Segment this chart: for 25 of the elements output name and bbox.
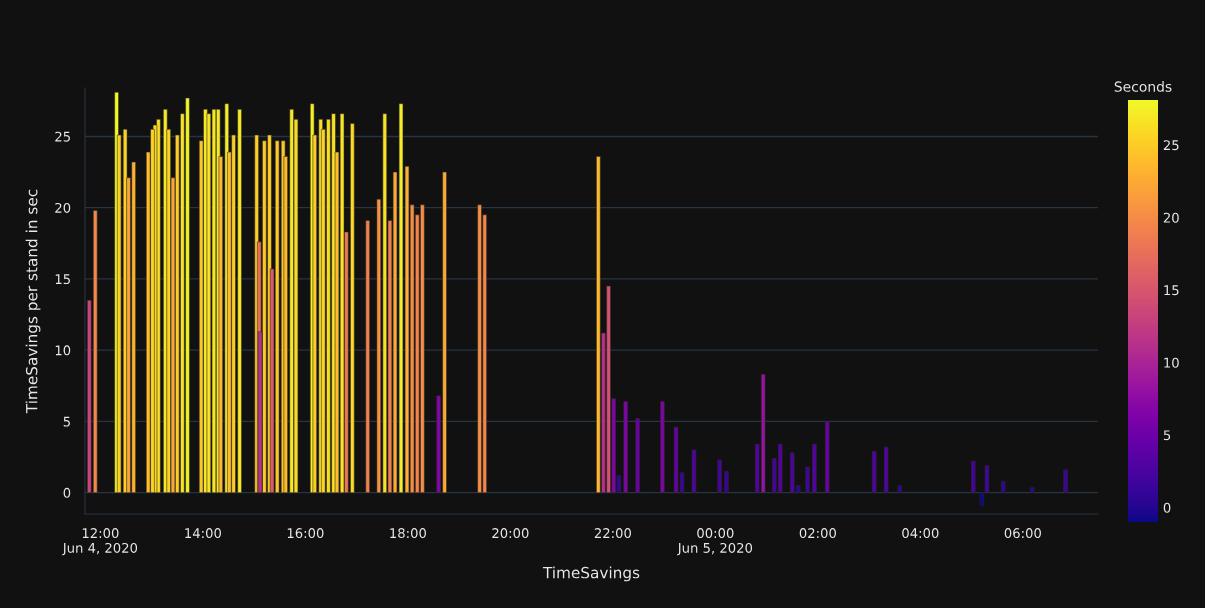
x-axis-title: TimeSavings <box>542 566 640 582</box>
x-tick-label: 18:00 <box>390 528 426 539</box>
x-tick-label: 22:00 <box>594 528 631 539</box>
color-bar-label: 10 <box>1164 357 1179 368</box>
color-bar-label: 25 <box>1163 140 1179 151</box>
y-tick-label: 15 <box>55 274 70 285</box>
color-bar-title: Seconds <box>1114 81 1172 92</box>
color-bar-label: 5 <box>1163 430 1171 441</box>
color-bar-label: 20 <box>1163 212 1179 223</box>
y-tick-label: 25 <box>55 131 70 142</box>
x-tick-label: 06:00 <box>1004 528 1041 539</box>
x-tick-label: 12:00 Jun 4, 2020 <box>62 528 138 556</box>
x-tick-label: 20:00 <box>492 528 529 539</box>
x-tick-label: 00:00 Jun 5, 2020 <box>677 528 753 556</box>
y-tick-label: 10 <box>55 345 71 356</box>
y-tick-label: 0 <box>63 487 71 498</box>
x-tick-label: 14:00 <box>185 528 222 539</box>
x-tick-label: 02:00 <box>799 528 836 539</box>
x-tick-label: 04:00 <box>902 528 939 539</box>
y-tick-label: 5 <box>63 416 70 427</box>
color-bar-label: 15 <box>1164 285 1179 296</box>
color-bar-label: 0 <box>1163 502 1171 513</box>
x-tick-label: 16:00 <box>287 528 324 539</box>
y-axis-title: TimeSavings per stand in sec <box>25 189 41 414</box>
y-tick-label: 20 <box>55 202 71 213</box>
